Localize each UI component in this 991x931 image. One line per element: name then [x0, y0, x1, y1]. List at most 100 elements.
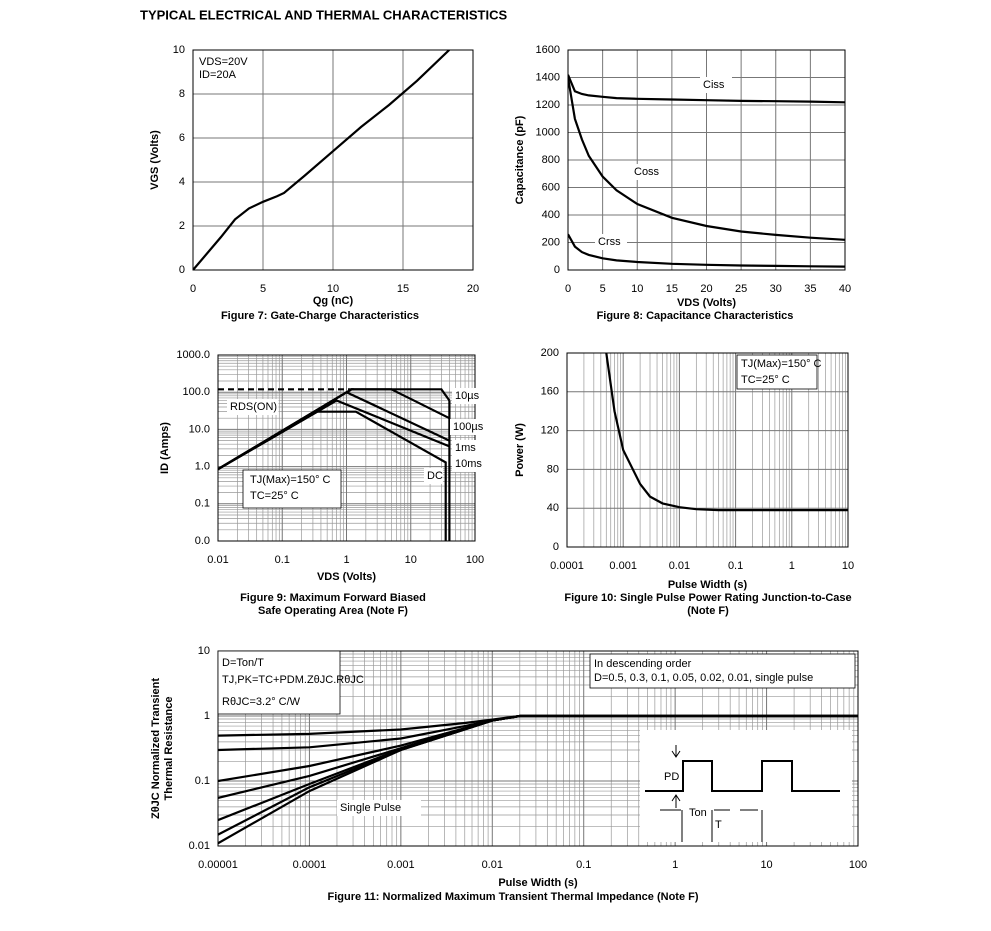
plot-border [567, 49, 846, 271]
plot-border [192, 49, 474, 271]
series-label: Crss [598, 236, 621, 248]
series-label: RDS(ON) [230, 401, 277, 413]
y-tick-label: 1.0 [195, 461, 210, 473]
x-tick-label: 20 [467, 283, 479, 295]
inset-label: T [715, 819, 722, 831]
y-axis-label: ZθJC Normalized Transient [150, 678, 162, 819]
annotation: ID=20A [199, 69, 237, 81]
series-line [568, 74, 845, 104]
series-line [218, 714, 858, 845]
series-line [218, 410, 447, 541]
y-tick-label: 10 [198, 645, 210, 657]
page-title: TYPICAL ELECTRICAL AND THERMAL CHARACTER… [140, 7, 507, 22]
x-tick-label: 10 [405, 554, 417, 566]
label-bg [337, 800, 421, 816]
series-label: DC [427, 470, 443, 482]
x-tick-label: 0.1 [728, 560, 743, 572]
chart-title: (Note F) [687, 605, 729, 617]
x-tick-label: 40 [839, 283, 851, 295]
annotation: VDS=20V [199, 56, 248, 68]
y-tick-label: 1 [204, 710, 210, 722]
y-tick-label: 1000 [536, 126, 560, 138]
x-tick-label: 5 [600, 283, 606, 295]
annotation-box [736, 354, 818, 390]
annotation: TC=25° C [741, 374, 790, 386]
x-tick-label: 10 [842, 560, 854, 572]
x-tick-label: 0.01 [482, 859, 503, 871]
y-tick-label: 2 [179, 220, 185, 232]
x-tick-label: 10 [327, 283, 339, 295]
chart-title: Safe Operating Area (Note F) [258, 605, 408, 617]
annotation-box [217, 650, 341, 715]
x-tick-label: 25 [735, 283, 747, 295]
inset-label: Ton [689, 807, 707, 819]
series-line [605, 353, 848, 512]
x-tick-label: 100 [849, 859, 867, 871]
x-tick-label: 20 [700, 283, 712, 295]
y-axis-label: VGS (Volts) [149, 130, 161, 190]
y-tick-label: 0 [553, 541, 559, 553]
annotation: RθJC=3.2° C/W [222, 696, 301, 708]
series-label: 100µs [453, 421, 484, 433]
x-axis-label: VDS (Volts) [317, 571, 376, 583]
y-tick-label: 0.0 [195, 535, 210, 547]
chart-title: Figure 7: Gate-Charge Characteristics [221, 310, 419, 322]
annotation: TJ(Max)=150° C [250, 474, 331, 486]
x-tick-label: 0.00001 [198, 859, 238, 871]
label-bg [450, 419, 489, 435]
y-tick-label: 1600 [536, 44, 560, 56]
inset-label: PD [664, 771, 679, 783]
y-tick-label: 100.0 [182, 386, 210, 398]
series-label: Coss [634, 166, 660, 178]
x-tick-label: 1 [789, 560, 795, 572]
y-tick-label: 400 [542, 209, 560, 221]
y-tick-label: 8 [179, 88, 185, 100]
x-tick-label: 0.0001 [293, 859, 327, 871]
x-tick-label: 15 [397, 283, 409, 295]
series-label: 10µs [455, 390, 480, 402]
y-tick-label: 0 [179, 264, 185, 276]
label-bg [700, 77, 732, 93]
y-tick-label: 160 [541, 386, 559, 398]
y-axis-label: Capacitance (pF) [514, 115, 526, 204]
x-tick-label: 10 [760, 859, 772, 871]
y-tick-label: 1400 [536, 71, 560, 83]
label-bg [452, 440, 478, 456]
y-tick-label: 800 [542, 154, 560, 166]
annotation: In descending order [594, 658, 692, 670]
label-bg [631, 164, 663, 180]
y-tick-label: 80 [547, 463, 559, 475]
x-tick-label: 1 [672, 859, 678, 871]
series-line [193, 50, 450, 270]
x-tick-label: 1 [343, 554, 349, 566]
chart-title: Figure 10: Single Pulse Power Rating Jun… [564, 592, 851, 604]
x-tick-label: 0 [565, 283, 571, 295]
y-tick-label: 0 [554, 264, 560, 276]
annotation-box [242, 469, 342, 509]
x-tick-label: 100 [466, 554, 484, 566]
series-line [568, 77, 845, 241]
x-axis-label: Pulse Width (s) [668, 579, 748, 591]
x-tick-label: 10 [631, 283, 643, 295]
annotation: TC=25° C [250, 490, 299, 502]
plot-border [566, 352, 849, 548]
y-tick-label: 200 [541, 347, 559, 359]
series-label: 1ms [455, 442, 476, 454]
y-axis-label: ID (Amps) [159, 422, 171, 474]
x-tick-label: 5 [260, 283, 266, 295]
series-label: Ciss [703, 79, 725, 91]
label-bg [595, 234, 627, 250]
x-axis-label: VDS (Volts) [677, 297, 736, 309]
x-tick-label: 0.1 [275, 554, 290, 566]
x-tick-label: 0.001 [609, 560, 637, 572]
annotation: TJ,PK=TC+PDM.ZθJC.RθJC [222, 674, 364, 686]
plot-border [217, 650, 859, 847]
y-tick-label: 120 [541, 425, 559, 437]
annotation: TJ(Max)=150° C [741, 358, 822, 370]
y-tick-label: 40 [547, 502, 559, 514]
pulse-wave [645, 760, 840, 792]
y-tick-label: 0.1 [195, 498, 210, 510]
annotation-box [589, 653, 856, 689]
y-tick-label: 10.0 [189, 423, 210, 435]
